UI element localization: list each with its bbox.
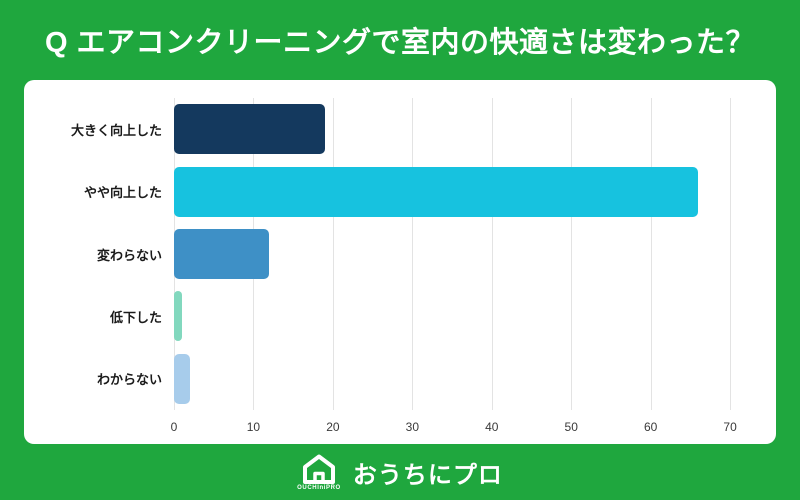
category-label: 大きく向上した <box>70 122 162 138</box>
bar-track <box>174 160 746 222</box>
logo-caption-text: OUCHIniPRO <box>297 484 341 491</box>
bar <box>174 229 270 279</box>
x-tick-label: 60 <box>643 420 658 434</box>
gridline <box>412 98 414 410</box>
category-label: 変わらない <box>96 247 162 263</box>
brand-name: おうちにプロ <box>352 461 503 489</box>
x-tick-label: 50 <box>564 420 578 434</box>
x-tick-label: 20 <box>326 420 340 434</box>
bar-track <box>174 285 746 347</box>
chart-card: 大きく向上したやや向上した変わらない低下したわからない 0 10 20 30 40 50 6… <box>24 80 776 444</box>
x-tick-label: 70 <box>723 420 737 434</box>
bar-chart: 大きく向上したやや向上した変わらない低下したわからない 0 10 20 30 40 50 6… <box>34 94 754 438</box>
bar-row: 大きく向上した <box>34 98 746 160</box>
bar-row: 変わらない <box>34 223 746 285</box>
question-title: Q エアコンクリーニングで室内の快適さは変わった？ <box>44 27 756 59</box>
bar <box>174 353 190 404</box>
x-tick-label: 30 <box>405 420 420 434</box>
x-axis-ticks: 0 10 20 30 40 50 60 70 <box>170 414 746 438</box>
bar-row: わからない <box>34 348 746 410</box>
x-tick-label: 10 <box>246 420 261 434</box>
gridline <box>332 98 334 410</box>
bar-row: 低下した <box>34 285 746 347</box>
brand-footer: OUCHIniPRO おうちにプロ <box>0 444 800 500</box>
brand-logo: OUCHIniPRO <box>297 454 341 491</box>
gridline <box>650 98 652 410</box>
gridline <box>730 98 732 410</box>
bar <box>174 291 182 342</box>
category-label: わからない <box>96 372 162 388</box>
bar-track <box>174 98 746 160</box>
category-label: 低下した <box>109 309 162 325</box>
chart-rows: 大きく向上したやや向上した変わらない低下したわからない <box>34 98 746 410</box>
x-tick-label: 40 <box>485 420 499 434</box>
bar <box>174 166 699 217</box>
bar-track <box>174 223 746 285</box>
bar-track <box>174 348 746 410</box>
gridline <box>491 98 493 410</box>
bar-row: やや向上した <box>34 160 746 222</box>
house-icon <box>302 454 335 484</box>
bar <box>174 104 325 155</box>
category-label: やや向上した <box>83 185 162 201</box>
x-tick-label: 0 <box>170 420 178 434</box>
gridline <box>571 98 573 410</box>
question-header: Q エアコンクリーニングで室内の快適さは変わった？ <box>0 0 800 80</box>
